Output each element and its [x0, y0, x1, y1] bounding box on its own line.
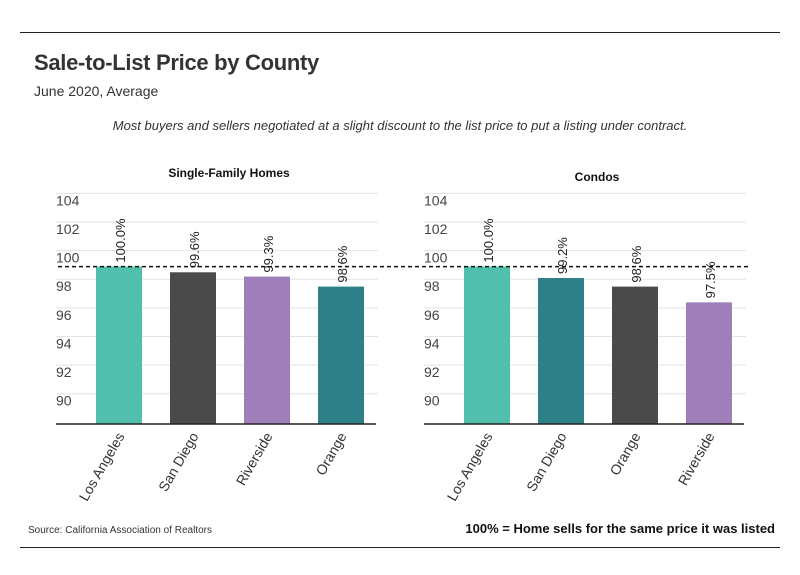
bar-riverside — [686, 302, 732, 424]
y-tick-label: 104 — [424, 192, 448, 208]
chart-title-1: Single-Family Homes — [168, 166, 290, 180]
data-label: 98.6% — [629, 245, 644, 282]
page-subtitle: June 2020, Average — [34, 83, 159, 99]
y-tick-label: 94 — [56, 335, 72, 351]
bar-orange — [318, 286, 364, 424]
bar-los-angeles — [96, 266, 142, 424]
data-label: 99.6% — [187, 231, 202, 268]
y-tick-label: 100 — [424, 250, 448, 266]
y-tick-label: 92 — [56, 364, 72, 380]
source-note: Source: California Association of Realto… — [28, 525, 212, 536]
y-tick-label: 94 — [424, 335, 440, 351]
bar-riverside — [244, 276, 290, 424]
data-label: 100.0% — [113, 218, 128, 263]
category-label: Riverside — [675, 429, 718, 488]
category-label: Riverside — [233, 429, 276, 488]
bar-san-diego — [170, 272, 216, 424]
category-label: Orange — [606, 429, 643, 478]
y-tick-label: 100 — [56, 250, 80, 266]
bottom-rule — [20, 547, 780, 548]
category-label: San Diego — [155, 429, 202, 494]
data-label: 97.5% — [703, 261, 718, 298]
y-tick-label: 102 — [56, 221, 80, 237]
y-tick-label: 102 — [424, 221, 448, 237]
y-tick-label: 98 — [56, 278, 72, 294]
category-label: Los Angeles — [444, 430, 496, 504]
bar-san-diego — [538, 278, 584, 424]
category-label: San Diego — [523, 429, 570, 494]
data-label: 99.2% — [555, 237, 570, 274]
chart-caption: Most buyers and sellers negotiated at a … — [112, 118, 688, 133]
y-tick-label: 90 — [56, 393, 72, 409]
data-label: 99.3% — [261, 235, 276, 272]
data-label: 98.6% — [335, 245, 350, 282]
y-tick-label: 90 — [424, 393, 440, 409]
page-title: Sale-to-List Price by County — [34, 50, 319, 75]
y-tick-label: 98 — [424, 278, 440, 294]
bar-los-angeles — [464, 266, 510, 424]
category-label: Los Angeles — [76, 430, 128, 504]
y-tick-label: 104 — [56, 192, 80, 208]
y-tick-label: 96 — [424, 307, 440, 323]
legend-note: 100% = Home sells for the same price it … — [465, 521, 775, 536]
data-label: 100.0% — [481, 218, 496, 263]
y-tick-label: 96 — [56, 307, 72, 323]
chart-title-2: Condos — [575, 170, 620, 184]
bar-orange — [612, 286, 658, 424]
category-label: Orange — [312, 429, 349, 478]
y-tick-label: 92 — [424, 364, 440, 380]
top-rule — [20, 32, 780, 33]
